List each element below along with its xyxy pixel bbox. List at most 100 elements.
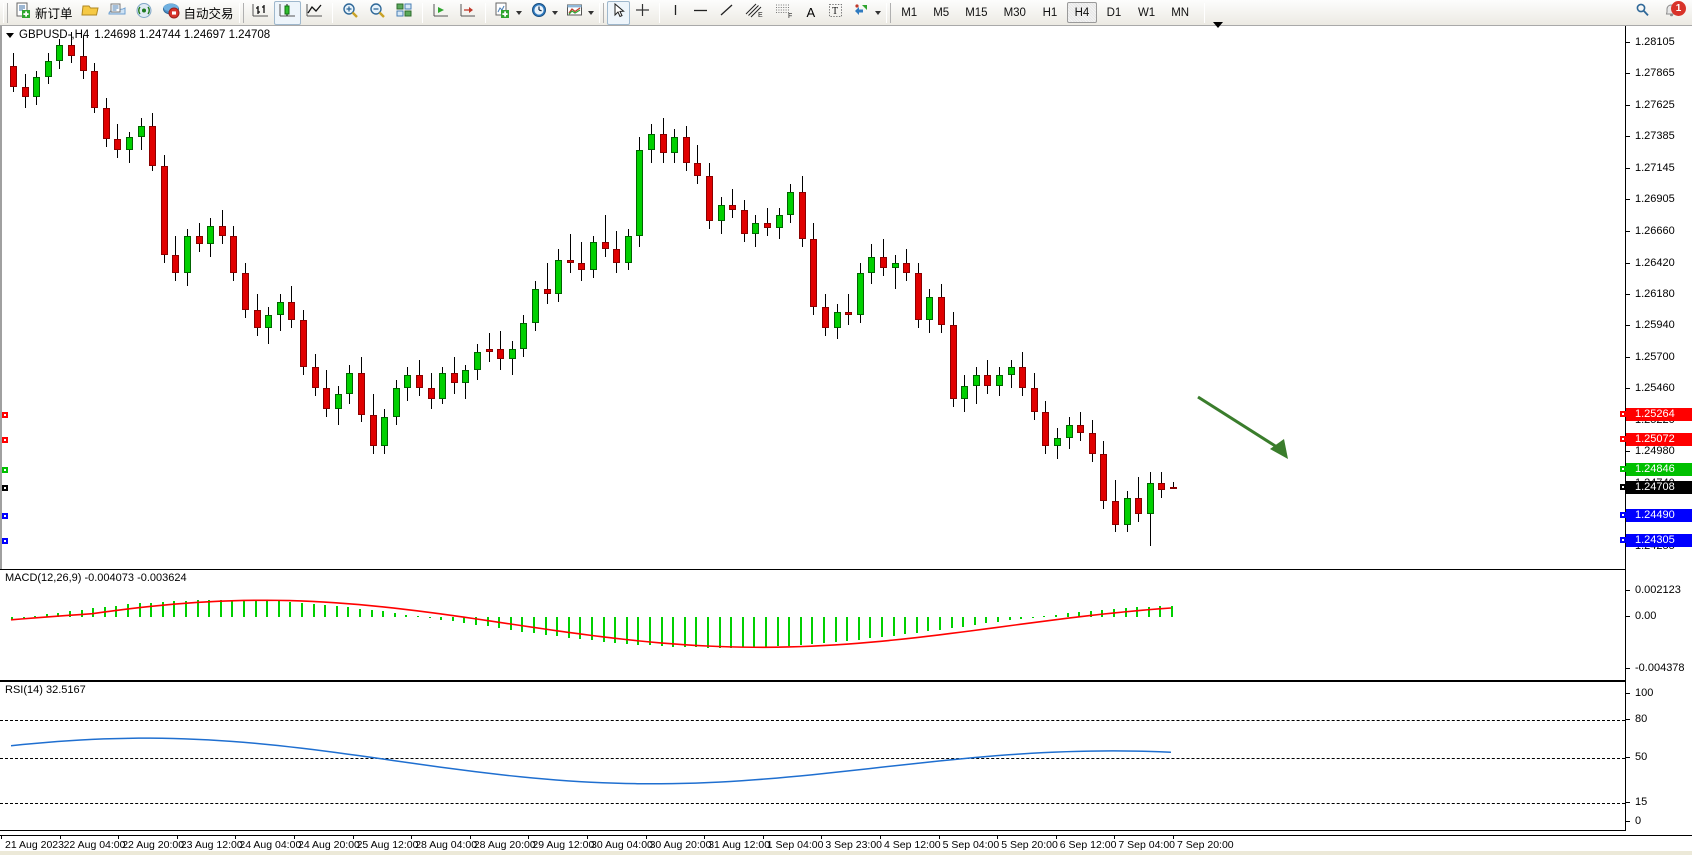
candle-body xyxy=(520,322,528,349)
timeframe-h1-button[interactable]: H1 xyxy=(1042,6,1058,19)
candle-wick xyxy=(975,367,977,405)
price-line-handle[interactable] xyxy=(2,513,8,520)
new-order-label: 新订单 xyxy=(35,7,73,21)
price-line-handle[interactable] xyxy=(2,484,8,491)
candle-body xyxy=(613,249,621,263)
price-label-stop-loss[interactable]: 1.24305 xyxy=(1620,533,1692,547)
new-chart-button[interactable] xyxy=(490,1,526,25)
zoom-in-button[interactable] xyxy=(337,1,364,25)
timeframe-w1-button[interactable]: W1 xyxy=(1137,6,1156,19)
price-tick: 1.26180 xyxy=(1626,288,1692,301)
down-arrow-annotation[interactable] xyxy=(1192,391,1312,471)
auto-scroll-button[interactable] xyxy=(454,1,481,25)
candle-body xyxy=(44,60,52,77)
time-label: 29 Aug 12:00 xyxy=(528,836,595,851)
chart-window[interactable]: GBPUSD-,H4 1.24698 1.24744 1.24697 1.247… xyxy=(0,26,1692,855)
candle-body xyxy=(880,257,887,268)
time-label: 1 Sep 04:00 xyxy=(762,836,824,851)
timeframe-m30-button[interactable]: M30 xyxy=(1003,6,1026,19)
chart-shift-icon xyxy=(431,2,450,24)
arrows-dropdown-caret[interactable] xyxy=(875,10,882,15)
macd-histogram-bar xyxy=(869,616,872,639)
channel-icon: E xyxy=(743,2,765,24)
cursor-tool-button[interactable] xyxy=(606,0,630,25)
trendline-tool-button[interactable] xyxy=(714,1,739,25)
templates-button[interactable] xyxy=(562,1,598,25)
equidistant-channel-tool-button[interactable]: E xyxy=(739,1,769,25)
period-dropdown-caret[interactable] xyxy=(551,10,558,15)
search-button[interactable] xyxy=(1630,1,1656,25)
timeframe-h4-button[interactable]: H4 xyxy=(1066,2,1097,23)
notification-badge: 1 xyxy=(1671,0,1686,16)
price-line-handle[interactable] xyxy=(2,437,8,444)
macd-histogram-bar xyxy=(417,616,419,618)
macd-histogram-bar xyxy=(1020,616,1023,619)
macd-histogram-bar xyxy=(1159,606,1162,617)
time-axis[interactable]: 21 Aug 2023 22 Aug 04:00 22 Aug 20:00 23 Au… xyxy=(0,835,1692,855)
period-select-button[interactable] xyxy=(526,1,562,25)
price-label-support[interactable]: 1.24490 xyxy=(1620,509,1692,523)
horizontal-line-tool-button[interactable] xyxy=(687,1,714,25)
price-label-marker xyxy=(1620,436,1626,443)
price-tick: 1.27145 xyxy=(1626,162,1692,175)
price-label-take-profit[interactable]: 1.25264 xyxy=(1620,407,1692,421)
text-label-tool-button[interactable]: T xyxy=(823,1,848,25)
new-chart-dropdown-caret[interactable] xyxy=(515,10,522,15)
macd-histogram-bar xyxy=(637,616,640,645)
fibonacci-tool-button[interactable]: F xyxy=(769,1,799,25)
symbol-collapse-caret[interactable] xyxy=(6,32,14,38)
price-line-handle[interactable] xyxy=(2,411,8,418)
price-line-handle[interactable] xyxy=(2,466,8,473)
macd-histogram-bar xyxy=(625,616,628,644)
vertical-line-tool-button[interactable] xyxy=(664,1,687,25)
candle-body xyxy=(706,176,713,221)
rsi-tick: 0 xyxy=(1626,815,1692,828)
candle-body xyxy=(1042,411,1050,446)
price-label-resistance[interactable]: 1.25072 xyxy=(1620,433,1692,447)
auto-scroll-icon xyxy=(458,2,477,24)
price-label-entry[interactable]: 1.24846 xyxy=(1620,462,1692,476)
candle-body xyxy=(996,375,1003,386)
toolbar-grip-1[interactable] xyxy=(3,2,8,23)
toolbar-grip-4[interactable] xyxy=(886,2,892,23)
timeframe-m5-button[interactable]: M5 xyxy=(933,6,950,19)
macd-histogram-bar xyxy=(277,601,280,617)
timeframe-mn-button[interactable]: MN xyxy=(1171,6,1190,19)
toolbar-grip-2[interactable] xyxy=(238,2,244,23)
line-chart-button[interactable] xyxy=(301,1,328,25)
timeframe-m1-button[interactable]: M1 xyxy=(901,6,918,19)
chart-shift-button[interactable] xyxy=(427,1,454,25)
rsi-panel[interactable]: RSI(14) 32.5167 xyxy=(0,681,1625,831)
timeframe-m15-button[interactable]: M15 xyxy=(965,6,988,19)
arrows-tool-button[interactable] xyxy=(848,1,885,25)
price-tick: 1.25940 xyxy=(1626,319,1692,332)
price-line-handle[interactable] xyxy=(2,537,8,544)
candle-body xyxy=(21,87,29,98)
templates-dropdown-caret[interactable] xyxy=(587,10,594,15)
candle-body xyxy=(845,312,853,315)
macd-histogram-bar xyxy=(950,616,953,629)
symbol-ohlc: 1.24698 1.24744 1.24697 1.24708 xyxy=(94,29,271,41)
new-order-button[interactable]: 新订单 xyxy=(11,1,77,25)
notifications-button[interactable]: 1 xyxy=(1658,0,1686,25)
price-label-current-price[interactable]: 1.24708 xyxy=(1620,480,1692,494)
symbol-header[interactable]: GBPUSD-,H4 1.24698 1.24744 1.24697 1.247… xyxy=(6,29,270,41)
macd-histogram-bar xyxy=(69,611,71,617)
text-tool-button[interactable]: A xyxy=(799,1,824,25)
signals-button[interactable] xyxy=(131,1,158,25)
market-watch-button[interactable] xyxy=(104,1,131,25)
macd-histogram-bar xyxy=(11,616,13,620)
crosshair-tool-button[interactable] xyxy=(630,1,655,25)
toolbar-grip-3[interactable] xyxy=(598,2,604,23)
tile-windows-button[interactable] xyxy=(391,1,418,25)
metaeditor-button[interactable] xyxy=(77,1,104,25)
timeframe-d1-button[interactable]: D1 xyxy=(1106,6,1122,19)
candle-body xyxy=(578,262,586,271)
candlestick-chart-button[interactable] xyxy=(273,0,301,25)
candle-body xyxy=(137,126,145,137)
macd-panel[interactable]: MACD(12,26,9) -0.004073 -0.003624 xyxy=(0,569,1625,681)
zoom-out-button[interactable] xyxy=(364,1,391,25)
bar-chart-button[interactable] xyxy=(247,1,274,25)
macd-histogram-bar xyxy=(602,616,605,642)
auto-trading-button[interactable]: 自动交易 xyxy=(158,1,238,25)
